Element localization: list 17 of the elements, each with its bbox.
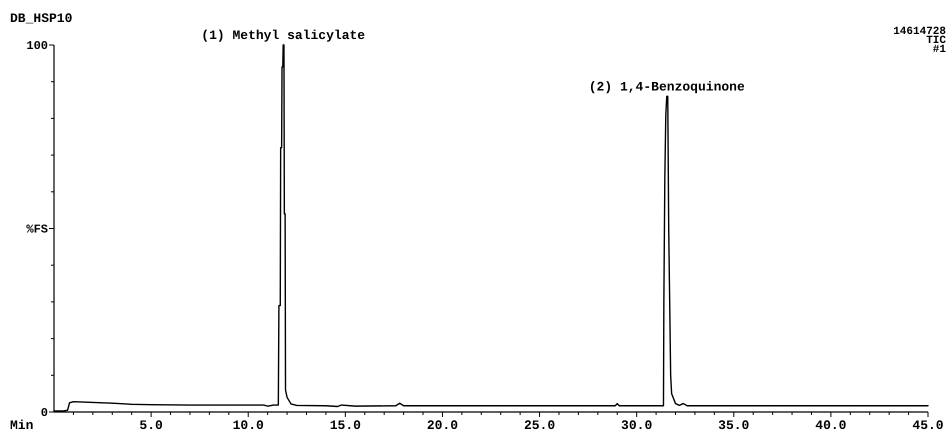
x-tick-label: 45.0 (912, 418, 944, 433)
x-tick-label: 20.0 (426, 418, 458, 433)
x-tick-label: 40.0 (815, 418, 847, 433)
y-tick-label: 100 (26, 39, 48, 54)
x-tick-label: 25.0 (524, 418, 556, 433)
annotation: (1) Methyl salicylate (201, 28, 366, 43)
chart-title: DB_HSP10 (10, 11, 73, 26)
x-tick-label: 5.0 (139, 418, 164, 433)
y-tick-label: %FS (26, 222, 48, 237)
x-axis-title: Min (10, 418, 34, 433)
y-tick-label: 0 (40, 406, 48, 420)
annotation: (2) 1,4-Benzoquinone (588, 79, 745, 94)
text: #1 (932, 44, 946, 56)
x-tick-label: 15.0 (330, 418, 362, 433)
x-tick-label: 10.0 (232, 418, 264, 433)
x-tick-label: 30.0 (621, 418, 652, 433)
x-tick-label: 35.0 (718, 418, 750, 433)
